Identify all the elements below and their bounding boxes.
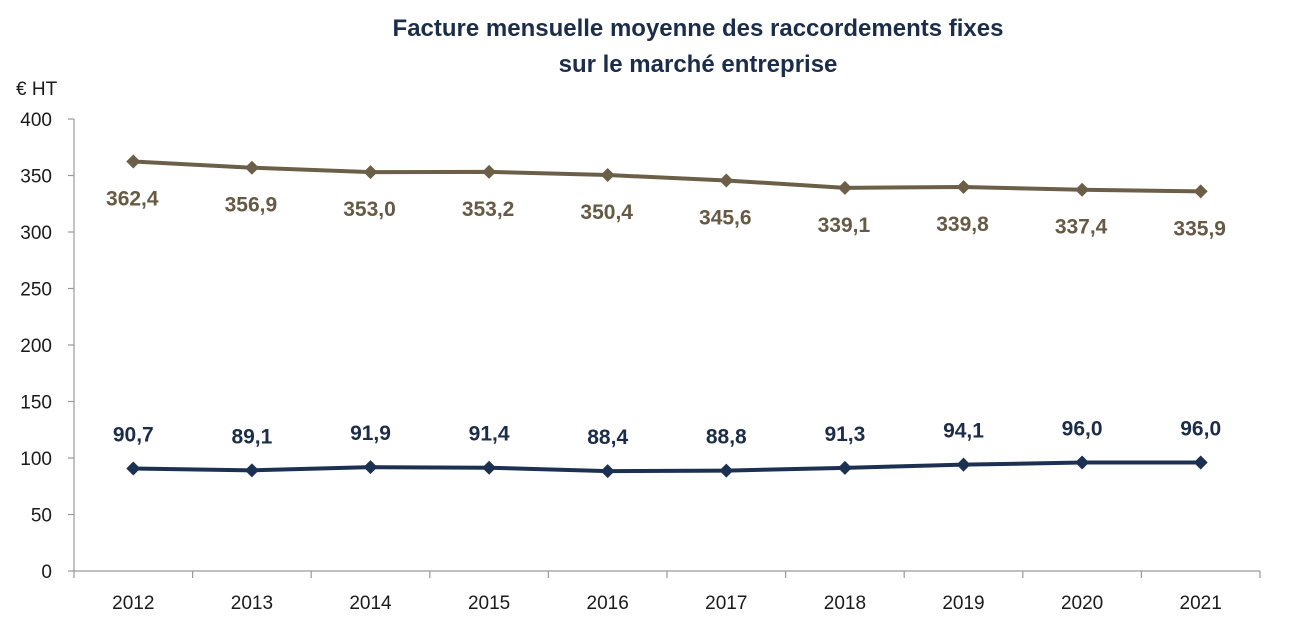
x-tick-label: 2018 bbox=[824, 593, 866, 614]
x-tick-label: 2020 bbox=[1061, 593, 1103, 614]
x-tick-label: 2017 bbox=[705, 593, 747, 614]
data-label: 335,9 bbox=[1173, 217, 1226, 240]
series-lower: 90,7 89,1 91,9 91,4 88,4 88,8 91,3 94,1 96,0 96,0 bbox=[113, 418, 1221, 479]
y-tick-label: 50 bbox=[31, 506, 52, 527]
data-point-marker bbox=[837, 460, 852, 475]
data-point-marker bbox=[126, 154, 141, 169]
y-tick-label: 250 bbox=[20, 280, 52, 301]
series-line bbox=[133, 460, 1201, 474]
data-point-marker bbox=[126, 461, 141, 476]
y-tick-label: 150 bbox=[20, 393, 52, 414]
data-label: 356,9 bbox=[225, 194, 278, 217]
x-tick-label: 2021 bbox=[1180, 593, 1222, 614]
axes: 0 50 100 150 200 250 300 350 400 2012 2013 2014 2015… bbox=[20, 110, 1261, 614]
data-label: 362,4 bbox=[106, 187, 159, 210]
data-point-marker bbox=[482, 164, 497, 179]
data-label: 96,0 bbox=[1062, 418, 1103, 441]
chart-title-line-2: sur le marché entreprise bbox=[559, 51, 838, 78]
x-tick-label: 2019 bbox=[942, 593, 984, 614]
data-label: 88,4 bbox=[587, 426, 628, 449]
data-label: 91,9 bbox=[350, 422, 391, 445]
data-label: 350,4 bbox=[580, 201, 633, 224]
series-line bbox=[133, 159, 1201, 194]
data-point-marker bbox=[719, 463, 734, 478]
y-tick-label: 350 bbox=[20, 167, 52, 188]
y-tick-label: 300 bbox=[20, 223, 52, 244]
data-label: 339,8 bbox=[936, 213, 989, 236]
data-point-marker bbox=[956, 457, 971, 472]
x-tick-label: 2016 bbox=[587, 593, 629, 614]
data-label: 337,4 bbox=[1055, 216, 1108, 239]
data-label: 88,8 bbox=[706, 426, 747, 449]
chart-title: Facture mensuelle moyenne des raccordeme… bbox=[393, 15, 1004, 78]
data-point-marker bbox=[837, 180, 852, 195]
x-tick-label: 2014 bbox=[349, 593, 392, 614]
x-tick-label: 2013 bbox=[231, 593, 273, 614]
data-label: 90,7 bbox=[113, 424, 154, 447]
data-point-marker bbox=[1075, 455, 1090, 470]
data-point-marker bbox=[482, 460, 497, 475]
x-tick-label: 2012 bbox=[112, 593, 154, 614]
data-label: 339,1 bbox=[818, 214, 871, 237]
chart-title-line-1: Facture mensuelle moyenne des raccordeme… bbox=[393, 15, 1004, 42]
data-point-marker bbox=[1075, 182, 1090, 197]
series-upper: 362,4 356,9 353,0 353,2 350,4 345,6 339,1 339,8… bbox=[106, 154, 1226, 240]
data-point-marker bbox=[363, 165, 378, 180]
data-point-marker bbox=[244, 160, 259, 175]
data-label: 96,0 bbox=[1180, 418, 1221, 441]
y-tick-label: 400 bbox=[20, 110, 52, 131]
y-tick-label: 0 bbox=[41, 562, 52, 583]
data-label: 91,4 bbox=[469, 423, 510, 446]
data-point-marker bbox=[719, 173, 734, 188]
data-point-marker bbox=[956, 180, 971, 195]
data-label: 91,3 bbox=[824, 423, 865, 446]
data-point-marker bbox=[1193, 455, 1208, 470]
data-point-marker bbox=[600, 464, 615, 479]
data-point-marker bbox=[244, 463, 259, 478]
data-point-marker bbox=[1193, 184, 1208, 199]
data-label: 94,1 bbox=[943, 420, 984, 443]
x-tick-label: 2015 bbox=[468, 593, 510, 614]
data-label: 353,0 bbox=[343, 198, 396, 221]
y-axis-unit-label: € HT bbox=[16, 79, 58, 100]
data-point-marker bbox=[600, 168, 615, 183]
y-tick-label: 200 bbox=[20, 336, 52, 357]
data-point-marker bbox=[363, 460, 378, 475]
data-label: 345,6 bbox=[699, 206, 752, 229]
series-layer: 362,4 356,9 353,0 353,2 350,4 345,6 339,1 339,8… bbox=[106, 154, 1226, 479]
y-tick-label: 100 bbox=[20, 449, 52, 470]
data-label: 353,2 bbox=[462, 198, 515, 221]
data-label: 89,1 bbox=[231, 425, 272, 448]
